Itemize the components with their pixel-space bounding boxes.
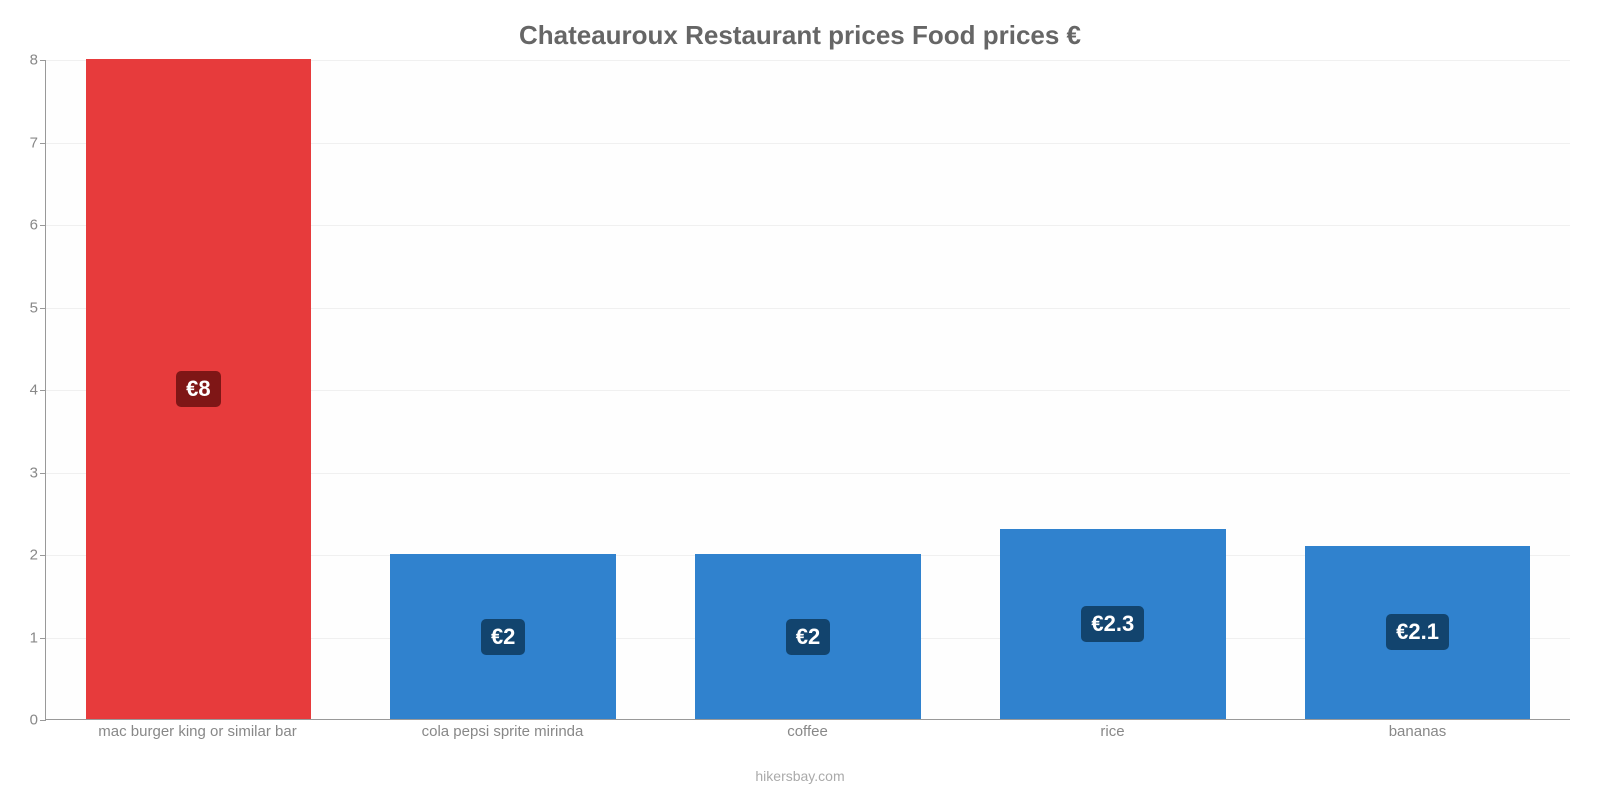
y-tick-label: 6	[8, 217, 38, 234]
y-tick-label: 4	[8, 382, 38, 399]
bar-slot: €8	[46, 60, 351, 719]
chart-title: Chateauroux Restaurant prices Food price…	[0, 20, 1600, 51]
y-tick-label: 0	[8, 712, 38, 729]
x-tick-label: bananas	[1265, 723, 1570, 740]
bar-slot: €2.3	[960, 60, 1265, 719]
bar: €2.1	[1305, 546, 1531, 719]
bar-value-label: €8	[176, 371, 220, 407]
y-tick	[40, 720, 46, 721]
bar: €2	[695, 554, 921, 719]
attribution-text: hikersbay.com	[0, 768, 1600, 784]
bar-value-label: €2.1	[1386, 614, 1449, 650]
y-tick-label: 1	[8, 629, 38, 646]
bar-slot: €2	[656, 60, 961, 719]
bar: €8	[86, 59, 312, 719]
bar-value-label: €2	[481, 619, 525, 655]
x-tick-label: rice	[960, 723, 1265, 740]
bar-slot: €2	[351, 60, 656, 719]
bars-row: €8 €2 €2 €2.3 €2.1	[46, 60, 1570, 719]
bar: €2.3	[1000, 529, 1226, 719]
bar: €2	[390, 554, 616, 719]
x-tick-label: coffee	[655, 723, 960, 740]
chart-container: Chateauroux Restaurant prices Food price…	[0, 0, 1600, 800]
y-tick-label: 2	[8, 547, 38, 564]
bar-slot: €2.1	[1265, 60, 1570, 719]
bar-value-label: €2	[786, 619, 830, 655]
y-tick-label: 8	[8, 52, 38, 69]
y-tick-label: 3	[8, 464, 38, 481]
bar-value-label: €2.3	[1081, 606, 1144, 642]
x-tick-labels: mac burger king or similar barcola pepsi…	[45, 723, 1570, 740]
y-tick-label: 5	[8, 299, 38, 316]
x-tick-label: cola pepsi sprite mirinda	[350, 723, 655, 740]
plot-area: €8 €2 €2 €2.3 €2.1	[45, 60, 1570, 720]
y-tick-label: 7	[8, 134, 38, 151]
x-tick-label: mac burger king or similar bar	[45, 723, 350, 740]
